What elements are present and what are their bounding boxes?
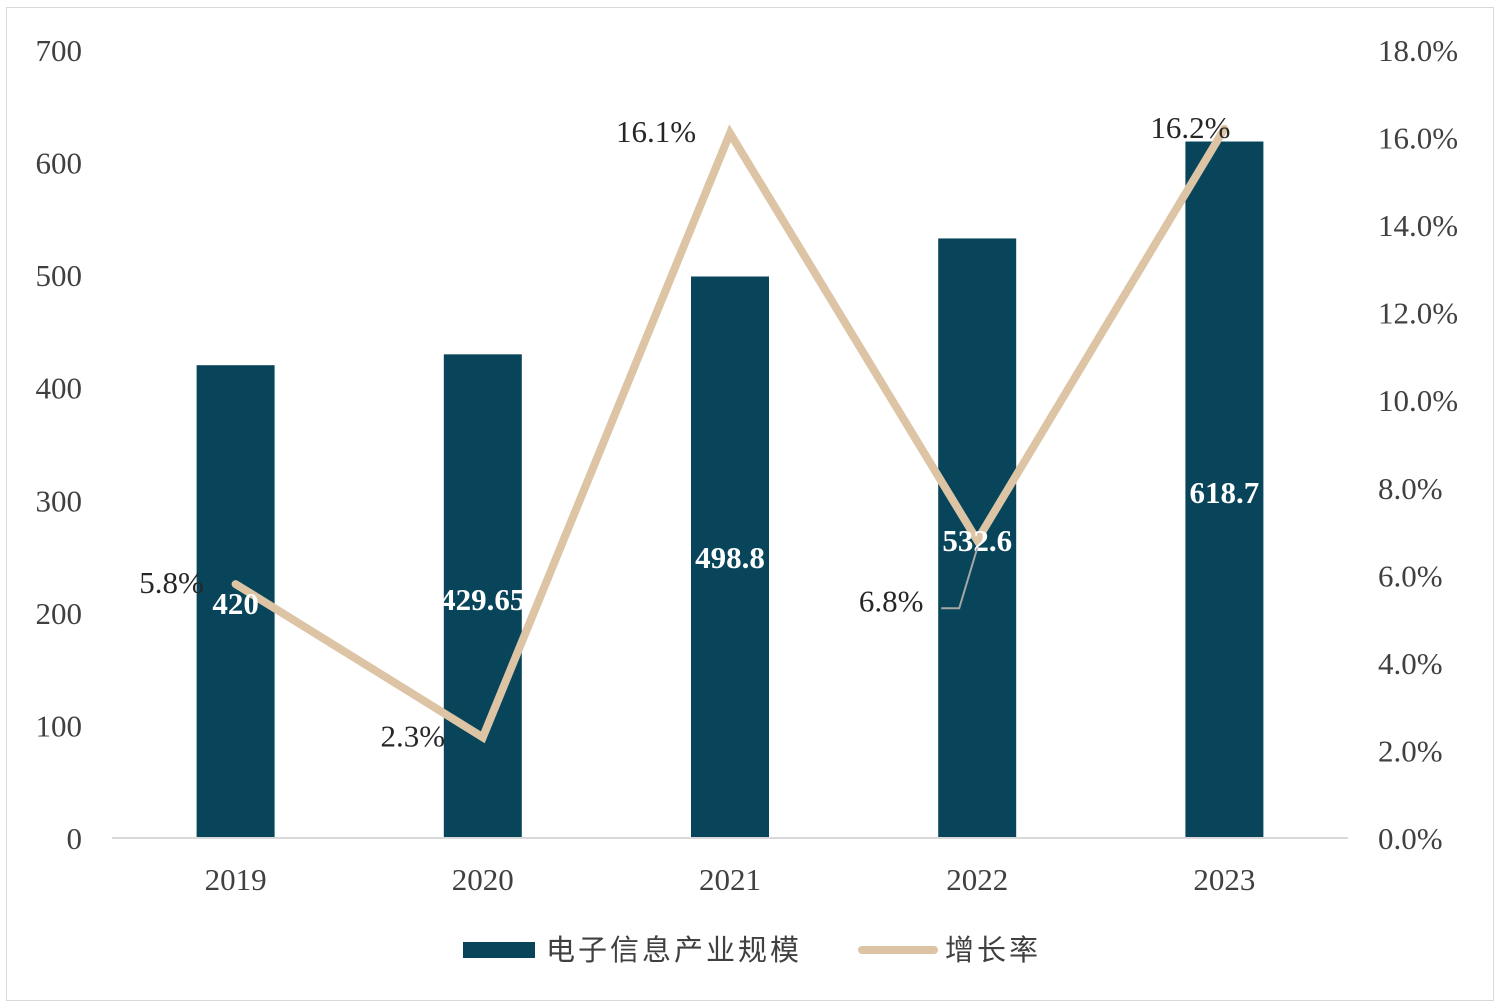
bar-value-label: 420: [212, 586, 259, 621]
bar-value-label: 498.8: [695, 540, 765, 575]
bar: [1185, 141, 1264, 838]
y-left-tick-label: 0: [67, 821, 83, 856]
line-point: [481, 736, 484, 739]
bar: [691, 276, 769, 838]
y-right-tick-label: 0.0%: [1378, 821, 1443, 856]
y-right-tick-label: 16.0%: [1378, 121, 1458, 156]
line-point: [234, 583, 237, 586]
y-left-tick-label: 200: [36, 596, 83, 631]
y-right-tick-label: 14.0%: [1378, 208, 1458, 243]
x-tick-label: 2020: [452, 862, 514, 897]
bar-value-label: 618.7: [1190, 475, 1260, 510]
x-axis: 2019 2020 2021 2022 2023: [205, 862, 1256, 897]
y-left-tick-label: 700: [36, 33, 83, 68]
y-right-tick-label: 12.0%: [1378, 296, 1458, 331]
line-value-label: 16.1%: [616, 114, 696, 149]
line-point: [729, 132, 731, 135]
y-right-tick-label: 10.0%: [1378, 383, 1458, 418]
x-tick-label: 2019: [205, 862, 267, 897]
legend-bar-label: 电子信息产业规模: [546, 933, 802, 967]
line-point: [1223, 127, 1226, 130]
legend-line-label: 增长率: [945, 933, 1041, 967]
line-value-labels: 5.8% 2.3% 16.1% 6.8% 16.2%: [139, 110, 1230, 754]
line-value-label: 5.8%: [139, 565, 204, 600]
x-tick-label: 2023: [1193, 862, 1255, 897]
x-tick-label: 2022: [946, 862, 1008, 897]
line-value-label: 16.2%: [1150, 110, 1230, 145]
bar: [443, 354, 522, 838]
line-value-label: 6.8%: [859, 583, 924, 618]
line-value-label: 2.3%: [381, 718, 446, 753]
y-left-tick-label: 600: [36, 146, 83, 181]
legend-bar-swatch: [463, 942, 535, 958]
y-right-tick-label: 6.0%: [1378, 558, 1443, 593]
y-left-tick-label: 500: [36, 258, 83, 293]
y-right-tick-label: 8.0%: [1378, 471, 1443, 506]
line-point: [976, 539, 979, 542]
y-right-tick-label: 4.0%: [1378, 646, 1443, 681]
y-left-tick-label: 300: [36, 483, 83, 518]
right-axis: 0.0% 2.0% 4.0% 6.0% 8.0% 10.0% 12.0% 14.0% 16.0%…: [1378, 33, 1458, 856]
y-left-tick-label: 400: [36, 371, 83, 406]
legend: 电子信息产业规模 增长率: [463, 933, 1041, 967]
y-right-tick-label: 2.0%: [1378, 733, 1443, 768]
bar-value-labels: 420 429.65 498.8 532.6 618.7: [212, 475, 1259, 621]
bar-value-label: 429.65: [440, 582, 525, 617]
x-tick-label: 2021: [699, 862, 761, 897]
line-series: [231, 124, 1229, 744]
bar-series: [196, 141, 1264, 838]
y-right-tick-label: 18.0%: [1378, 33, 1458, 68]
y-left-tick-label: 100: [36, 708, 83, 743]
bar-value-label: 532.6: [942, 523, 1012, 558]
leader-line: [941, 548, 979, 610]
left-axis: 0 100 200 300 400 500 600 700: [36, 33, 83, 856]
